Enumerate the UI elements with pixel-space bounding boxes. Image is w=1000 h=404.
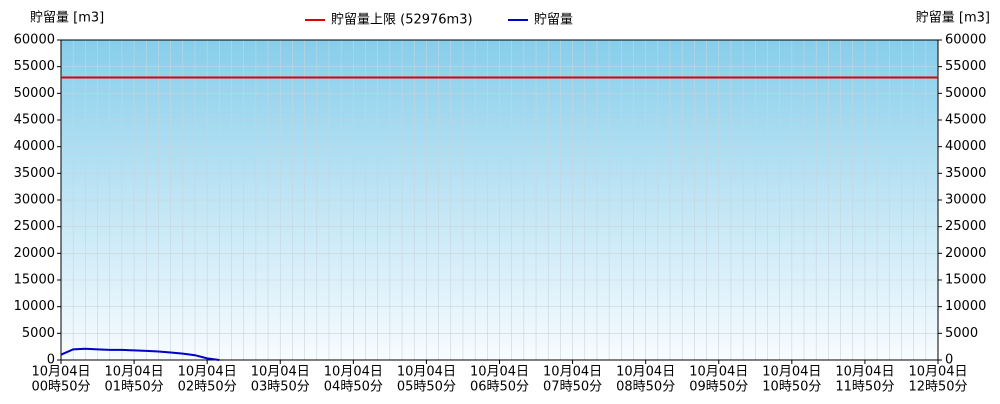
y-tick-label: 20000 bbox=[14, 246, 55, 261]
y2-tick-label: 55000 bbox=[945, 59, 986, 74]
y2-tick-label: 30000 bbox=[945, 193, 986, 208]
x-tick-label: 07時50分 bbox=[543, 380, 602, 395]
y-tick-label: 15000 bbox=[14, 273, 55, 288]
y-tick-label: 50000 bbox=[14, 86, 55, 101]
y-tick-label: 0 bbox=[47, 353, 55, 368]
y-tick-label: 55000 bbox=[14, 59, 55, 74]
x-tick-label: 10月04日 bbox=[251, 365, 310, 380]
legend-label: 貯留量 bbox=[534, 13, 573, 28]
y2-tick-label: 0 bbox=[945, 353, 953, 368]
x-tick-label: 10月04日 bbox=[762, 365, 821, 380]
x-tick-label: 10月04日 bbox=[105, 365, 164, 380]
y2-tick-label: 5000 bbox=[945, 326, 978, 341]
y-tick-label: 5000 bbox=[22, 326, 55, 341]
x-tick-label: 10月04日 bbox=[616, 365, 675, 380]
y2-tick-label: 60000 bbox=[945, 33, 986, 48]
y-tick-label: 40000 bbox=[14, 139, 55, 154]
x-tick-label: 00時50分 bbox=[31, 380, 90, 395]
x-tick-label: 10時50分 bbox=[762, 380, 821, 395]
y-tick-label: 10000 bbox=[14, 299, 55, 314]
y-tick-label: 35000 bbox=[14, 166, 55, 181]
x-tick-label: 04時50分 bbox=[324, 380, 383, 395]
y-axis-label: 貯留量 [m3] bbox=[30, 11, 104, 26]
y2-tick-label: 15000 bbox=[945, 273, 986, 288]
legend-label: 貯留量上限 (52976m3) bbox=[331, 13, 473, 28]
y2-tick-label: 25000 bbox=[945, 219, 986, 234]
x-tick-label: 10月04日 bbox=[543, 365, 602, 380]
y-tick-label: 30000 bbox=[14, 193, 55, 208]
y-tick-label: 45000 bbox=[14, 113, 55, 128]
x-tick-label: 03時50分 bbox=[251, 380, 310, 395]
y2-tick-label: 40000 bbox=[945, 139, 986, 154]
x-tick-label: 10月04日 bbox=[178, 365, 237, 380]
x-tick-label: 08時50分 bbox=[616, 380, 675, 395]
x-tick-label: 01時50分 bbox=[105, 380, 164, 395]
x-tick-label: 06時50分 bbox=[470, 380, 529, 395]
x-tick-label: 10月04日 bbox=[470, 365, 529, 380]
x-tick-label: 10月04日 bbox=[689, 365, 748, 380]
x-tick-label: 10月04日 bbox=[31, 365, 90, 380]
x-tick-label: 12時50分 bbox=[908, 380, 967, 395]
x-tick-label: 10月04日 bbox=[397, 365, 456, 380]
x-tick-label: 11時50分 bbox=[835, 380, 894, 395]
x-tick-label: 10月04日 bbox=[324, 365, 383, 380]
legend: 貯留量上限 (52976m3) 貯留量 bbox=[305, 13, 573, 28]
series-line bbox=[60, 347, 220, 361]
y2-tick-label: 10000 bbox=[945, 299, 986, 314]
x-tick-label: 10月04日 bbox=[835, 365, 894, 380]
y2-tick-label: 50000 bbox=[945, 86, 986, 101]
y-tick-label: 60000 bbox=[14, 33, 55, 48]
y2-tick-label: 20000 bbox=[945, 246, 986, 261]
y-tick-label: 25000 bbox=[14, 219, 55, 234]
x-tick-label: 02時50分 bbox=[178, 380, 237, 395]
plot-frame bbox=[60, 39, 939, 361]
y2-tick-label: 35000 bbox=[945, 166, 986, 181]
y2-tick-label: 45000 bbox=[945, 113, 986, 128]
x-tick-label: 05時50分 bbox=[397, 380, 456, 395]
y2-axis-label: 貯留量 [m3] bbox=[916, 11, 990, 26]
x-tick-label: 10月04日 bbox=[908, 365, 967, 380]
x-tick-label: 09時50分 bbox=[689, 380, 748, 395]
